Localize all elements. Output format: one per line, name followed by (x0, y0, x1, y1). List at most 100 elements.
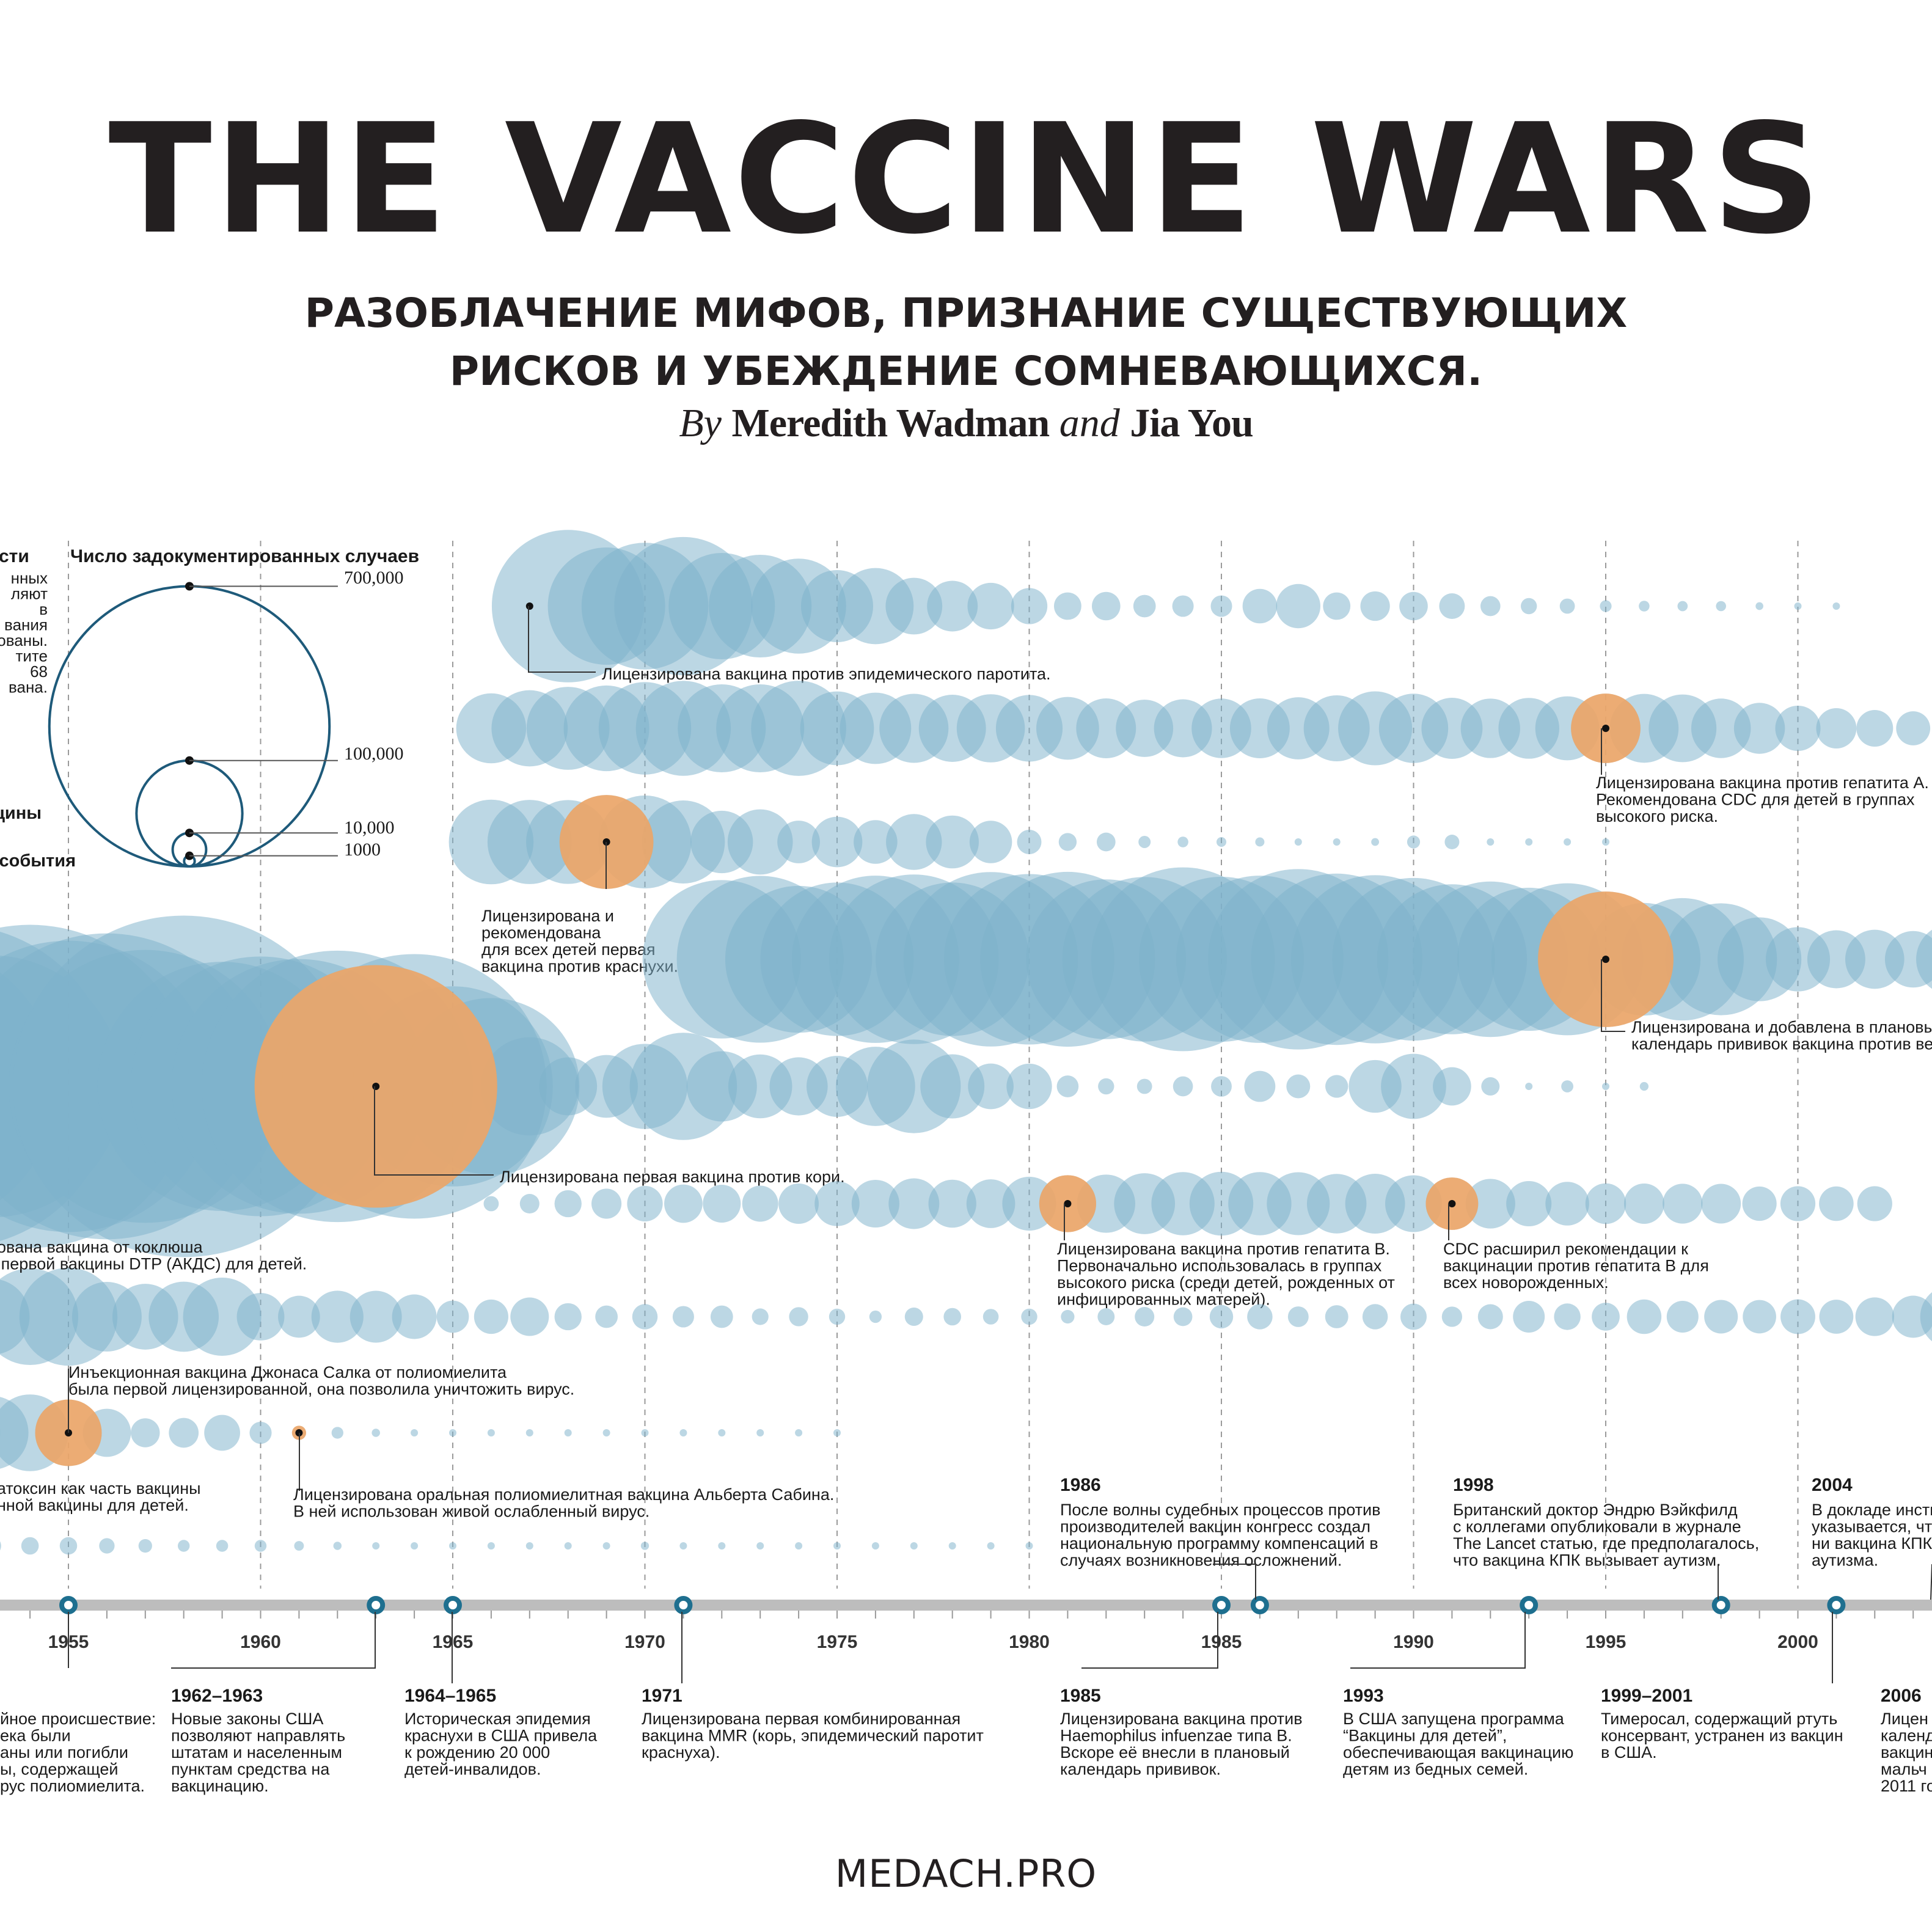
case-bubble (1138, 836, 1151, 848)
legend-partial-line: вана. (9, 678, 48, 697)
case-bubble (1172, 595, 1194, 617)
timeline-text-above-line: национальную программу компенсаций в (1060, 1534, 1378, 1553)
case-bubble (1639, 1081, 1649, 1091)
legend-partial-line: в (39, 600, 48, 618)
case-bubble (1400, 1303, 1427, 1330)
timeline-marker (1520, 1596, 1539, 1614)
case-bubble (888, 1178, 940, 1229)
case-bubble (1701, 1184, 1741, 1224)
case-bubble (928, 1179, 976, 1228)
axis-tick-label: 1990 (1393, 1632, 1434, 1652)
event-dot (1602, 956, 1609, 963)
timeline-year-below: 1993 (1343, 1686, 1384, 1706)
case-bubble (926, 815, 979, 869)
case-bubble (943, 1308, 962, 1326)
case-bubble (1021, 1308, 1037, 1325)
event-label-line: Первоначально использовалась в группах (1057, 1257, 1382, 1275)
timeline-year-below: 1999–2001 (1601, 1686, 1692, 1706)
case-bubble (1623, 1184, 1664, 1224)
timeline-text-below-line: детям из бедных семей. (1343, 1760, 1528, 1779)
legend-ring-10000 (171, 832, 208, 868)
case-bubble (1444, 835, 1460, 849)
case-bubble (1704, 1300, 1738, 1334)
case-bubble (449, 1429, 456, 1436)
case-bubble (525, 1542, 533, 1550)
case-bubble (1521, 598, 1537, 615)
subtitle-line-2: РИСКОВ И УБЕЖДЕНИЕ СОМНЕВАЮЩИХСЯ. (449, 348, 1483, 395)
event-label-line: календарь прививок вакцина против ветрян… (1631, 1035, 1932, 1053)
case-bubble (987, 1542, 995, 1550)
case-bubble (966, 1179, 1015, 1228)
case-bubble (411, 1429, 419, 1436)
case-bubble (1025, 1542, 1033, 1550)
timeline-text-above-line: производителей вакцин конгресс создал (1060, 1518, 1370, 1536)
case-bubble (177, 1540, 190, 1552)
case-bubble (1294, 838, 1302, 846)
case-bubble (1525, 838, 1533, 846)
timeline-year-above: 1998 (1453, 1475, 1494, 1495)
timeline-text-below-line: Лицензирована первая комбинированная (642, 1710, 961, 1728)
case-bubble (1564, 838, 1572, 846)
case-bubble (1691, 698, 1751, 758)
case-bubble (1286, 1074, 1311, 1099)
axis-tick-label: 1980 (1009, 1632, 1050, 1652)
case-bubble (183, 1278, 262, 1356)
case-bubble (814, 1181, 860, 1226)
case-bubble (554, 1303, 582, 1331)
event-label-line: Лицензирована и добавлена в плановый (1631, 1018, 1932, 1036)
case-bubble (1856, 709, 1894, 747)
row-hepatitis-b (483, 1171, 1892, 1240)
case-bubble (1325, 1075, 1348, 1098)
case-bubble (869, 1310, 882, 1323)
case-bubble (710, 1305, 733, 1328)
case-bubble (216, 1540, 229, 1552)
case-bubble (829, 1308, 846, 1325)
case-bubble (21, 1537, 39, 1555)
event-label-line: ь первой вакцины DTP (АКДС) для детей. (0, 1255, 307, 1273)
case-bubble (1255, 837, 1265, 847)
case-bubble (1054, 592, 1081, 620)
timeline-year-below: 1962–1963 (171, 1686, 263, 1706)
legend-partial-line: тите (15, 647, 48, 665)
axis-tick-label: 1985 (1201, 1632, 1242, 1652)
case-bubble (968, 1063, 1014, 1110)
case-bubble (1816, 708, 1857, 748)
case-bubble (1513, 1301, 1545, 1333)
legend-ring-700000 (48, 585, 331, 868)
case-bubble (1733, 703, 1785, 754)
case-bubble (1477, 1304, 1503, 1330)
case-bubble (640, 1542, 649, 1550)
case-bubble (703, 1184, 741, 1223)
case-bubble (349, 1290, 402, 1343)
case-bubble (99, 1538, 115, 1554)
event-label-line: для всех детей первая (481, 940, 655, 959)
case-bubble (1385, 1175, 1442, 1232)
case-bubble (756, 1429, 764, 1436)
case-bubble (294, 1541, 304, 1551)
case-bubble (1819, 1186, 1854, 1221)
case-bubble (1136, 1078, 1152, 1094)
case-bubble (1371, 838, 1380, 846)
case-bubble (1663, 1184, 1703, 1224)
case-bubble (1600, 600, 1612, 612)
leader-line (528, 606, 596, 673)
timeline-year-below: 1985 (1060, 1686, 1101, 1706)
case-bubble (1362, 1304, 1388, 1330)
timeline-text-below-line: Историческая эпидемия (404, 1710, 591, 1728)
event-dot (1602, 725, 1609, 732)
legend-partial-line: вания (4, 616, 48, 634)
case-bubble (789, 1307, 808, 1326)
case-bubble (1626, 1299, 1662, 1334)
row-hepatitis-a (456, 681, 1931, 776)
timeline-year-above: 1986 (1060, 1475, 1101, 1495)
case-bubble (204, 1414, 240, 1451)
case-bubble (1525, 1083, 1533, 1090)
case-bubble (969, 821, 1012, 863)
case-bubble (1743, 1300, 1776, 1334)
case-bubble (851, 1179, 899, 1228)
case-bubble (1360, 591, 1390, 621)
event-label-line: Лицензирована вакцина против гепатита В. (1057, 1240, 1390, 1258)
event-label-line: Лицензирована вакцина против гепатита А. (1596, 774, 1929, 792)
brand-logo-text: MEDACH.PRO (835, 1851, 1097, 1896)
timeline-text-below-line: йное происшествие: (0, 1710, 156, 1728)
